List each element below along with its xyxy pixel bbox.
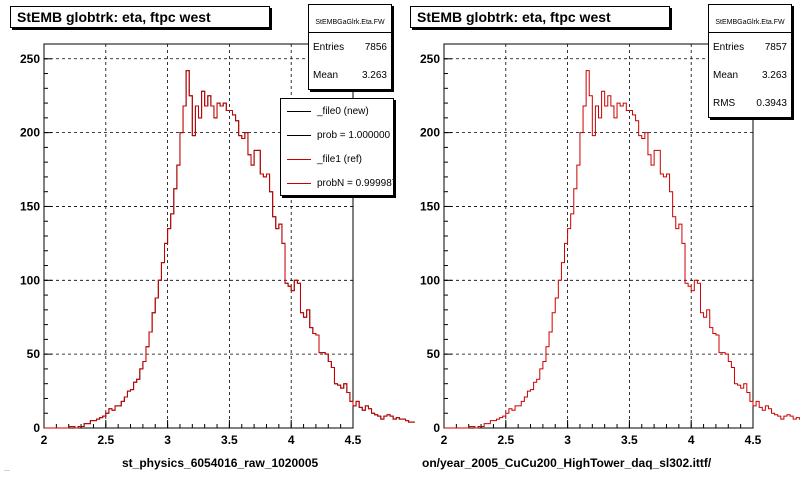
legend-swatch-black: [287, 110, 311, 112]
stats-value: 7856: [364, 41, 387, 53]
x-tick-label: 3.5: [621, 433, 638, 447]
stats-row-mean: Mean 3.263: [709, 61, 791, 89]
legend-label: _file0 (new): [317, 105, 369, 117]
x-tick-label: 2.5: [97, 433, 114, 447]
stats-label: Entries: [713, 41, 745, 53]
legend-swatch-black: [287, 134, 311, 136]
chart-title-right-text: StEMB globtrk: eta, ftpc west: [417, 9, 611, 25]
stats-label: Mean: [713, 69, 739, 81]
stats-name: StEMBGaGlrk.Eta.FW: [309, 5, 391, 33]
y-tick-label: 0: [433, 421, 440, 435]
legend-entry: _file1 (ref): [281, 147, 393, 171]
x-tick-label: 4.5: [345, 433, 362, 447]
x-tick-label: 4: [288, 433, 295, 447]
histogram-series-ref: [44, 70, 415, 429]
x-tick-label: 3.5: [221, 433, 238, 447]
y-tick-label: 150: [420, 199, 440, 213]
plot-frame: [443, 43, 754, 429]
chart-title-left: StEMB globtrk: eta, ftpc west: [10, 6, 270, 28]
stats-box-right: StEMBGaGlrk.Eta.FW Entries 7857 Mean 3.2…: [708, 4, 792, 118]
y-tick-label: 250: [20, 52, 40, 66]
legend-entry: _file0 (new): [281, 99, 393, 123]
stats-value: 0.3943: [756, 97, 787, 109]
y-tick-label: 50: [427, 347, 441, 361]
y-tick-label: 200: [420, 126, 440, 140]
stats-name: StEMBGaGlrk.Eta.FW: [709, 5, 791, 33]
stats-value: 7857: [764, 41, 787, 53]
y-tick-label: 150: [20, 199, 40, 213]
legend-label: probN = 0.999987: [317, 177, 394, 189]
legend-swatch-red: [287, 158, 311, 160]
legend: _file0 (new) prob = 1.000000 _file1 (ref…: [280, 98, 394, 196]
stats-row-mean: Mean 3.263: [309, 61, 391, 89]
legend-entry: probN = 0.999987: [281, 171, 393, 195]
stats-box-left: StEMBGaGlrk.Eta.FW Entries 7856 Mean 3.2…: [308, 4, 392, 90]
x-tick-label: 4.5: [745, 433, 762, 447]
x-tick-label: 2.5: [497, 433, 514, 447]
legend-swatch-red: [287, 182, 311, 184]
histogram-series: [444, 70, 800, 429]
x-tick-label: 2: [41, 433, 48, 447]
x-tick-label: 4: [688, 433, 695, 447]
y-tick-label: 100: [20, 273, 40, 287]
x-axis-label-right: on/year_2005_CuCu200_HighTower_daq_sl302…: [422, 456, 712, 470]
y-tick-label: 100: [420, 273, 440, 287]
stats-row-entries: Entries 7857: [709, 33, 791, 61]
stats-label: Entries: [313, 41, 345, 53]
y-tick-label: 50: [27, 347, 41, 361]
x-tick-label: 3: [564, 433, 571, 447]
chart-title-left-text: StEMB globtrk: eta, ftpc west: [17, 9, 211, 25]
stats-value: 3.263: [361, 69, 387, 81]
stats-value: 3.263: [761, 69, 787, 81]
y-tick-label: 250: [420, 52, 440, 66]
chart-title-right: StEMB globtrk: eta, ftpc west: [410, 6, 670, 28]
y-tick-label: 200: [20, 126, 40, 140]
legend-entry: prob = 1.000000: [281, 123, 393, 147]
footer-text: ...: [4, 466, 10, 473]
x-tick-label: 2: [441, 433, 448, 447]
stats-label: RMS: [713, 97, 736, 109]
stats-row-entries: Entries 7856: [309, 33, 391, 61]
x-tick-label: 3: [164, 433, 171, 447]
x-axis-label-left: st_physics_6054016_raw_1020005: [122, 456, 319, 470]
y-tick-label: 0: [33, 421, 40, 435]
stats-row-rms: RMS 0.3943: [709, 89, 791, 117]
stats-label: Mean: [313, 69, 339, 81]
legend-label: prob = 1.000000: [317, 129, 391, 141]
legend-label: _file1 (ref): [317, 153, 363, 165]
